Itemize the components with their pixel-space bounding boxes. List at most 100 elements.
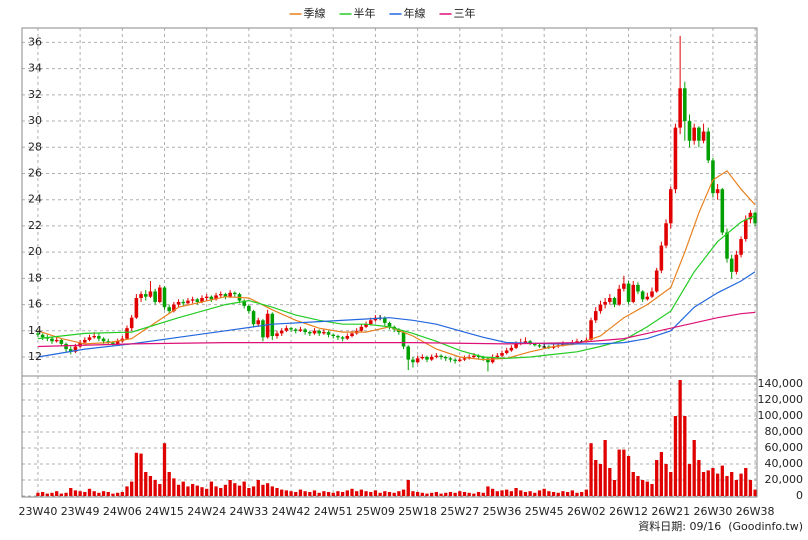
- candle-body: [223, 294, 228, 297]
- volume-bar: [467, 492, 471, 496]
- candle-body: [303, 329, 307, 333]
- volume-bar: [687, 464, 692, 496]
- volume-bar: [645, 481, 649, 496]
- volume-bar: [500, 490, 504, 496]
- volume-bar: [711, 468, 715, 496]
- y-tick-label: 30: [28, 114, 42, 127]
- candle-body: [654, 270, 659, 292]
- candle-body: [401, 332, 406, 347]
- candle-body: [575, 341, 579, 343]
- candle-body: [195, 299, 200, 302]
- volume-bar: [55, 491, 59, 496]
- candle-body: [83, 339, 87, 343]
- candle-body: [326, 332, 331, 335]
- volume-bar: [172, 478, 176, 496]
- volume-bar: [223, 484, 228, 496]
- volume-bar: [186, 486, 190, 496]
- volume-bar: [406, 480, 410, 496]
- volume-bar: [106, 492, 110, 496]
- candle-body: [336, 336, 340, 338]
- x-tick-label: 26W02: [567, 505, 606, 518]
- volume-bar: [97, 492, 101, 496]
- candle-body: [284, 328, 289, 331]
- candle-body: [500, 353, 504, 356]
- candle-body: [668, 189, 673, 224]
- candle-body: [270, 313, 275, 337]
- candle-body: [298, 329, 303, 331]
- candle-body: [476, 355, 481, 357]
- volume-bar: [725, 476, 729, 496]
- candle-body: [200, 298, 204, 302]
- candle-body: [458, 359, 462, 361]
- volume-bar: [369, 492, 373, 496]
- volume-bar: [83, 492, 87, 496]
- y-tick-label: 24: [28, 193, 42, 206]
- y2-tick-label: 20,000: [765, 473, 804, 486]
- candle-body: [125, 328, 129, 339]
- candle-body: [514, 343, 518, 348]
- volume-bar: [720, 465, 724, 496]
- volume-bar: [237, 485, 242, 496]
- candle-body: [420, 356, 425, 359]
- candle-body: [640, 291, 645, 300]
- candle-body: [247, 305, 251, 312]
- volume-bar: [603, 440, 607, 496]
- candle-body: [78, 342, 82, 347]
- candle-body: [504, 350, 509, 354]
- volume-bar: [153, 480, 157, 496]
- volume-bar: [284, 490, 289, 496]
- y2-tick-label: 100,000: [758, 409, 804, 422]
- candle-body: [631, 284, 636, 302]
- candle-body: [73, 346, 78, 352]
- candle-body: [364, 324, 368, 327]
- x-tick-label: 24W51: [314, 505, 353, 518]
- volume-bar: [298, 489, 303, 496]
- y2-tick-label: 60,000: [765, 441, 804, 454]
- volume-bar: [270, 486, 274, 496]
- candle-body: [256, 320, 261, 325]
- candle-body: [650, 291, 654, 297]
- volume-bar: [542, 488, 546, 496]
- y-tick-label: 12: [28, 350, 42, 363]
- volume-bar: [40, 492, 45, 496]
- candle-body: [308, 332, 312, 334]
- candle-body: [129, 317, 134, 329]
- candle-body: [106, 341, 111, 343]
- volume-bar: [565, 492, 570, 496]
- candle-body: [561, 343, 565, 346]
- volume-bar: [312, 490, 317, 496]
- candle-body: [59, 339, 64, 344]
- candle-body: [64, 343, 68, 350]
- volume-bar: [748, 480, 753, 496]
- x-tick-label: 26W38: [736, 505, 775, 518]
- candle-body: [228, 292, 232, 297]
- candle-body: [664, 223, 668, 246]
- volume-bar: [87, 488, 92, 496]
- volume-bar: [486, 486, 490, 496]
- volume-bar: [139, 453, 143, 496]
- candle-body: [115, 341, 120, 344]
- candle-body: [425, 356, 429, 360]
- candle-body: [598, 304, 603, 312]
- y-tick-label: 36: [28, 35, 42, 48]
- volume-bar: [547, 491, 551, 496]
- volume-bar: [383, 491, 387, 496]
- volume-bar: [289, 491, 293, 496]
- candle-body: [495, 355, 500, 357]
- candle-body: [134, 298, 139, 318]
- volume-bar: [706, 470, 710, 496]
- candle-body: [603, 301, 607, 305]
- candle-body: [162, 287, 167, 308]
- candle-body: [172, 304, 176, 312]
- candle-body: [636, 284, 640, 292]
- candle-body: [533, 343, 537, 346]
- candle-body: [312, 330, 317, 334]
- candle-body: [406, 346, 411, 360]
- candle-body: [612, 298, 617, 305]
- candle-body: [462, 358, 467, 360]
- volume-bar: [617, 449, 621, 496]
- candle-body: [261, 320, 265, 338]
- candle-body: [350, 333, 354, 337]
- volume-bar: [373, 490, 378, 496]
- volume-bar: [626, 456, 631, 496]
